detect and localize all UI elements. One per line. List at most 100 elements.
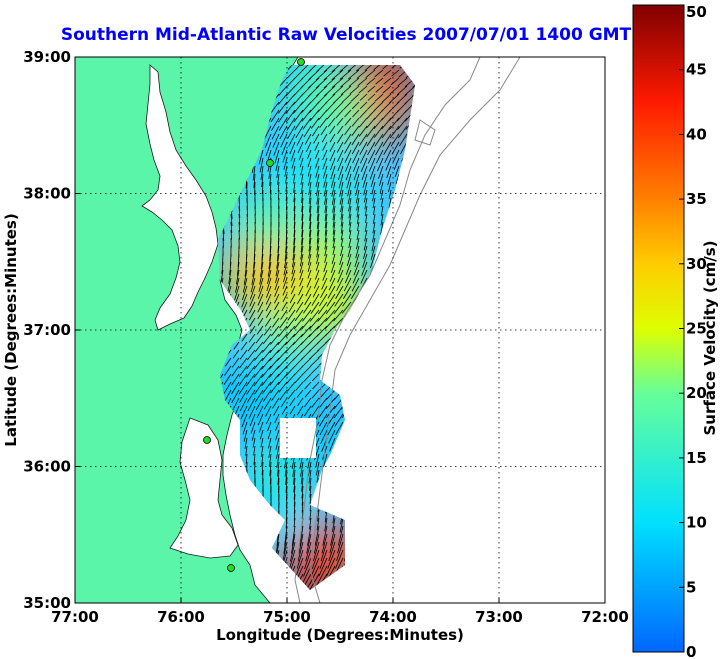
velocity-arrow	[347, 189, 352, 205]
velocity-arrow	[318, 109, 328, 121]
velocity-arrow	[269, 173, 272, 187]
velocity-arrow	[298, 285, 304, 296]
velocity-arrow	[364, 197, 368, 210]
velocity-arrow	[335, 421, 344, 436]
velocity-arrow	[277, 477, 280, 493]
velocity-arrow	[246, 389, 256, 403]
velocity-arrow	[354, 173, 360, 189]
velocity-arrow	[372, 213, 376, 225]
velocity-arrow	[299, 261, 304, 274]
velocity-arrow	[301, 189, 304, 204]
velocity-arrow	[271, 389, 280, 402]
velocity-arrow	[394, 165, 400, 178]
velocity-arrow	[315, 157, 320, 169]
velocity-arrow	[340, 213, 344, 227]
velocity-arrow	[363, 237, 368, 251]
velocity-arrow	[253, 453, 256, 465]
velocity-arrow	[274, 301, 280, 311]
velocity-arrow	[231, 381, 240, 395]
colorbar-label: Surface Velocity (cm/s)	[701, 240, 719, 435]
velocity-arrow	[322, 149, 328, 161]
velocity-arrow	[356, 65, 368, 72]
velocity-arrow	[374, 133, 384, 147]
velocity-arrow	[310, 365, 320, 374]
colorbar-tick-label: 40	[686, 125, 707, 143]
velocity-arrow	[318, 405, 328, 418]
velocity-arrow	[309, 477, 312, 491]
velocity-arrow	[253, 173, 256, 188]
velocity-arrow	[282, 541, 288, 562]
velocity-arrow	[286, 317, 296, 329]
colorbar	[632, 4, 685, 653]
velocity-arrow	[302, 365, 312, 375]
velocity-arrow	[381, 117, 392, 130]
velocity-arrow	[360, 157, 368, 172]
velocity-arrow	[308, 245, 312, 259]
x-tick-label: 72:00	[581, 608, 629, 626]
velocity-arrow	[395, 173, 400, 185]
velocity-arrow	[298, 533, 304, 554]
velocity-arrow	[277, 181, 280, 192]
velocity-arrow	[294, 373, 304, 384]
velocity-arrow	[269, 245, 272, 261]
velocity-arrow	[324, 205, 328, 221]
velocity-arrow	[320, 285, 328, 299]
velocity-arrow	[252, 261, 256, 277]
velocity-arrow	[232, 349, 240, 359]
velocity-arrow	[398, 125, 408, 139]
velocity-arrow	[271, 325, 280, 337]
velocity-arrow	[366, 125, 376, 138]
velocity-arrow	[332, 245, 336, 255]
velocity-arrow	[328, 429, 336, 444]
velocity-arrow	[363, 245, 368, 260]
velocity-arrow	[272, 133, 280, 148]
velocity-arrow	[295, 301, 304, 313]
velocity-arrow	[344, 149, 352, 163]
velocity-arrow	[333, 309, 344, 322]
y-tick-label: 37:00	[23, 321, 71, 339]
velocity-arrow	[326, 293, 336, 307]
velocity-arrow	[261, 373, 272, 387]
velocity-arrow	[277, 469, 280, 485]
velocity-arrow	[301, 317, 312, 330]
velocity-arrow	[339, 517, 344, 533]
velocity-arrow	[273, 309, 280, 319]
velocity-arrow	[224, 357, 232, 367]
velocity-arrow	[257, 285, 264, 299]
velocity-arrow	[324, 189, 328, 205]
velocity-arrow	[375, 77, 384, 85]
velocity-arrow	[253, 357, 264, 370]
velocity-arrow	[261, 181, 264, 195]
velocity-arrow	[265, 141, 272, 157]
velocity-arrow	[221, 261, 224, 275]
colorbar-tick-label: 45	[686, 61, 707, 79]
velocity-arrow	[376, 149, 384, 164]
velocity-arrow	[331, 65, 344, 73]
velocity-arrow	[285, 173, 288, 184]
velocity-arrow	[324, 517, 328, 532]
velocity-arrow	[301, 229, 304, 245]
velocity-arrow	[352, 157, 360, 172]
velocity-sample	[231, 186, 300, 255]
velocity-arrow	[308, 317, 320, 330]
velocity-arrow	[324, 221, 328, 236]
velocity-arrow	[245, 445, 248, 456]
velocity-arrow	[270, 333, 280, 345]
velocity-arrow	[298, 149, 304, 161]
velocity-arrow	[281, 405, 288, 415]
velocity-arrow	[323, 65, 336, 73]
velocity-arrow	[260, 253, 264, 269]
velocity-arrow	[315, 261, 320, 271]
velocity-arrow	[286, 381, 296, 392]
velocity-arrow	[351, 277, 360, 292]
velocity-arrow	[276, 253, 280, 269]
velocity-arrow	[278, 77, 288, 87]
velocity-arrow	[276, 341, 288, 354]
velocity-arrow	[360, 269, 368, 284]
velocity-arrow	[260, 445, 264, 457]
velocity-arrow	[259, 269, 264, 285]
velocity-arrow	[285, 181, 288, 192]
velocity-arrow	[380, 213, 384, 226]
velocity-arrow	[316, 237, 320, 251]
velocity-arrow	[277, 373, 288, 385]
